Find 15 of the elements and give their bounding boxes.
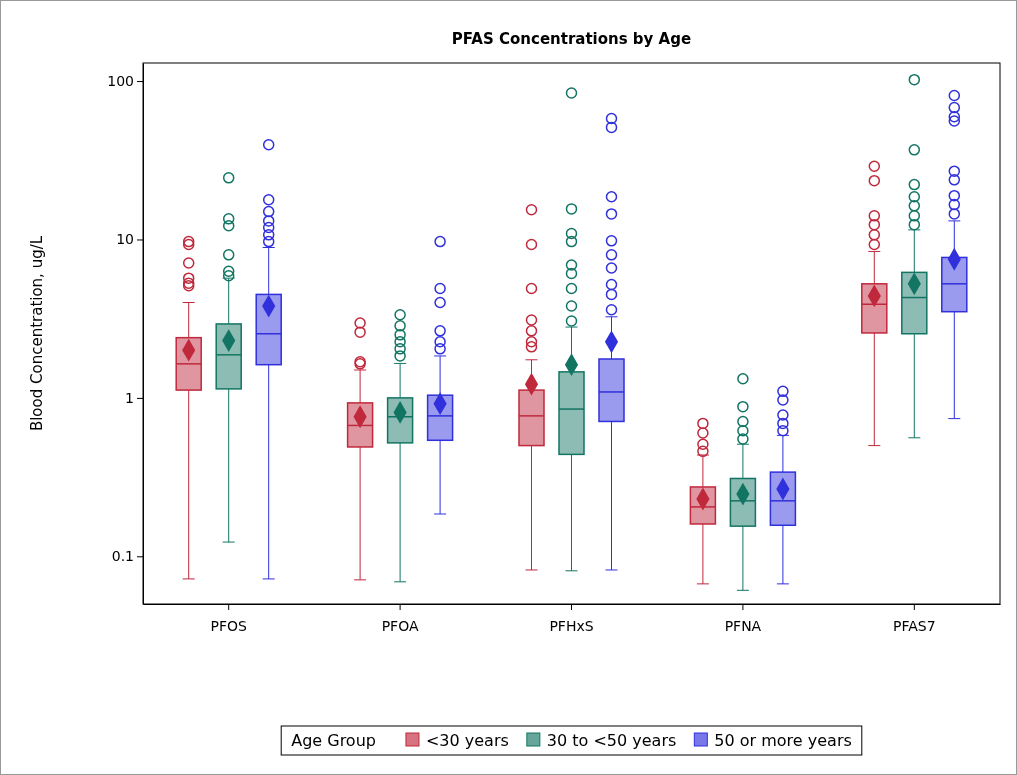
x-tick-label: PFOS (210, 618, 248, 635)
y-tick-label: 10 (116, 231, 134, 248)
x-tick-label: PFNA (724, 618, 762, 635)
y-axis-title: Blood Concentration, ug/L (28, 235, 46, 432)
y-tick-label: 1 (125, 389, 134, 406)
x-tick-label: PFAS7 (893, 618, 936, 635)
x-tick-label: PFOA (381, 618, 419, 635)
y-tick-label: 100 (107, 73, 134, 90)
y-tick-label: 0.1 (111, 548, 134, 565)
chart-title: PFAS Concentrations by Age (451, 30, 692, 48)
legend-title: Age Group (291, 731, 376, 750)
legend-label: 30 to <50 years (546, 731, 677, 750)
legend-label: 50 or more years (714, 731, 852, 750)
x-tick-label: PFHxS (549, 618, 594, 635)
legend-label: <30 years (425, 731, 509, 750)
